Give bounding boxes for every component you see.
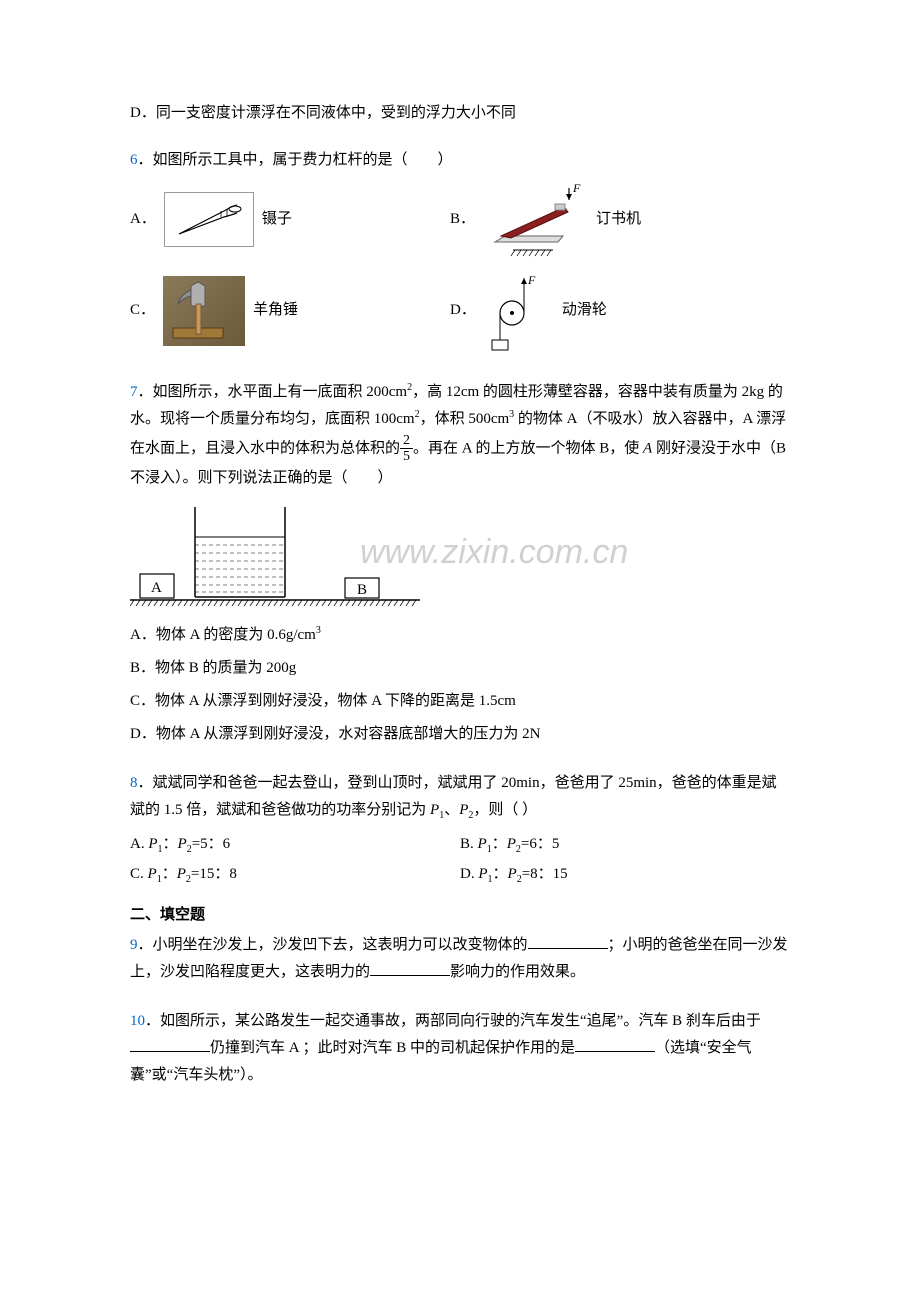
q8a-post: =5：6 — [192, 836, 230, 852]
q8-stem: 8．斌斌同学和爸爸一起去登山，登到山顶时，斌斌用了 20min，爸爸用了 25m… — [130, 770, 790, 825]
hammer-image — [163, 276, 245, 346]
q6-optB-label: B． — [450, 206, 475, 233]
q6-optA-text: 镊子 — [262, 206, 292, 233]
q8-option-b: B. P1：P2=6：5 — [460, 831, 790, 859]
fraction-2-5: 25 — [400, 433, 413, 465]
q8a-mid: ： — [163, 836, 178, 852]
q8c-pre: C. — [130, 866, 148, 882]
q6-row-2: C． 羊角锤 D． F 动滑轮 — [130, 268, 790, 353]
q8-P1: P — [430, 802, 439, 818]
q7-stem: 7．如图所示，水平面上有一底面积 200cm2，高 12cm 的圆柱形薄壁容器，… — [130, 379, 790, 492]
q7-stem-3: ，体积 500cm — [420, 411, 510, 427]
q9-stem-1: ．小明坐在沙发上，沙发凹下去，这表明力可以改变物体的 — [138, 937, 528, 953]
q8a-p1: P — [148, 836, 157, 852]
q8b-post: =6：5 — [521, 836, 559, 852]
q7-option-a: A．物体 A 的密度为 0.6g/cm3 — [130, 622, 790, 649]
section-2-heading: 二、填空题 — [130, 901, 790, 928]
frac-num: 2 — [400, 433, 413, 449]
q6-row-1: A． 镊子 B． F — [130, 180, 790, 258]
q10-number: 10 — [130, 1013, 145, 1029]
q6-optB-text: 订书机 — [596, 206, 641, 233]
q8b-mid: ： — [492, 836, 507, 852]
q6-optC-text: 羊角锤 — [253, 297, 298, 324]
frac-den: 5 — [400, 449, 413, 464]
q10-blank-2 — [575, 1037, 655, 1052]
q5-option-d: D．同一支密度计漂浮在不同液体中，受到的浮力大小不同 — [130, 100, 790, 127]
q9-stem: 9．小明坐在沙发上，沙发凹下去，这表明力可以改变物体的；小明的爸爸坐在同一沙发上… — [130, 932, 790, 986]
q7-option-d: D．物体 A 从漂浮到刚好浸没，水对容器底部增大的压力为 2N — [130, 721, 790, 748]
q7-stem-5a: A — [643, 440, 652, 456]
q8c-mid: ： — [162, 866, 177, 882]
q10-stem-1: ．如图所示，某公路发生一起交通事故，两部同向行驶的汽车发生“追尾”。汽车 B 刹… — [145, 1013, 761, 1029]
q6-option-b: B． F 订书机 — [450, 180, 641, 258]
stapler-F-label: F — [572, 181, 581, 195]
q8-option-d: D. P1：P2=8：15 — [460, 861, 790, 889]
q6-option-a: A． 镊子 — [130, 192, 450, 247]
q6-optC-label: C． — [130, 297, 155, 324]
q7-option-c: C．物体 A 从漂浮到刚好浸没，物体 A 下降的距离是 1.5cm — [130, 688, 790, 715]
q8b-p1: P — [478, 836, 487, 852]
q6-optA-label: A． — [130, 206, 156, 233]
q6-option-c: C． 羊角锤 — [130, 276, 450, 346]
q6-optD-text: 动滑轮 — [562, 297, 607, 324]
q7-option-b: B．物体 B 的质量为 200g — [130, 655, 790, 682]
q8b-pre: B. — [460, 836, 478, 852]
q7-stem-1: ．如图所示，水平面上有一底面积 200cm — [138, 384, 408, 400]
q9-blank-1 — [528, 934, 608, 949]
q8c-post: =15：8 — [191, 866, 237, 882]
q8a-pre: A. — [130, 836, 148, 852]
q8d-p1: P — [478, 866, 487, 882]
q6-stem-text: ．如图所示工具中，属于费力杠杆的是（ ） — [138, 152, 453, 168]
q7-optA-text: A．物体 A 的密度为 0.6g/cm — [130, 627, 316, 643]
q8-stem-2: ，则（ ） — [473, 802, 537, 818]
q8b-p2: P — [507, 836, 516, 852]
pulley-F-label: F — [527, 273, 536, 287]
q8-options: A. P1：P2=5：6 B. P1：P2=6：5 C. P1：P2=15：8 … — [130, 831, 790, 891]
stapler-image: F — [483, 180, 588, 258]
q6-stem: 6．如图所示工具中，属于费力杠杆的是（ ） — [130, 147, 790, 174]
q6-optD-label: D． — [450, 297, 476, 324]
sup-3-b: 3 — [316, 625, 321, 636]
q8-option-a: A. P1：P2=5：6 — [130, 831, 460, 859]
q7-label-A: A — [151, 580, 162, 596]
pulley-image: F — [484, 268, 554, 353]
q9-blank-2 — [370, 961, 450, 976]
q7-stem-5: 。再在 A 的上方放一个物体 B，使 — [413, 440, 643, 456]
q8d-post: =8：15 — [522, 866, 568, 882]
q8c-p2: P — [177, 866, 186, 882]
q10-blank-1 — [130, 1037, 210, 1052]
tweezers-image — [164, 192, 254, 247]
q8-option-c: C. P1：P2=15：8 — [130, 861, 460, 889]
q10-stem: 10．如图所示，某公路发生一起交通事故，两部同向行驶的汽车发生“追尾”。汽车 B… — [130, 1008, 790, 1089]
q7-number: 7 — [130, 384, 138, 400]
q8-stem-1: ．斌斌同学和爸爸一起去登山，登到山顶时，斌斌用了 20min，爸爸用了 25mi… — [130, 775, 777, 818]
q7-label-B: B — [357, 582, 367, 598]
q6-option-d: D． F 动滑轮 — [450, 268, 607, 353]
q8a-p2: P — [178, 836, 187, 852]
q10-stem-2: 仍撞到汽车 A ；此时对汽车 B 中的司机起保护作用的是 — [210, 1040, 575, 1056]
q8-P2: P — [459, 802, 468, 818]
q9-number: 9 — [130, 937, 138, 953]
q8d-mid: ： — [493, 866, 508, 882]
q8-number: 8 — [130, 775, 138, 791]
q8-sub1: 1 — [439, 810, 444, 821]
q8d-pre: D. — [460, 866, 478, 882]
q8c-p1: P — [148, 866, 157, 882]
q7-figure: A B — [130, 502, 790, 612]
q9-stem-3: 影响力的作用效果。 — [450, 964, 585, 980]
q6-number: 6 — [130, 152, 138, 168]
q8d-p2: P — [508, 866, 517, 882]
